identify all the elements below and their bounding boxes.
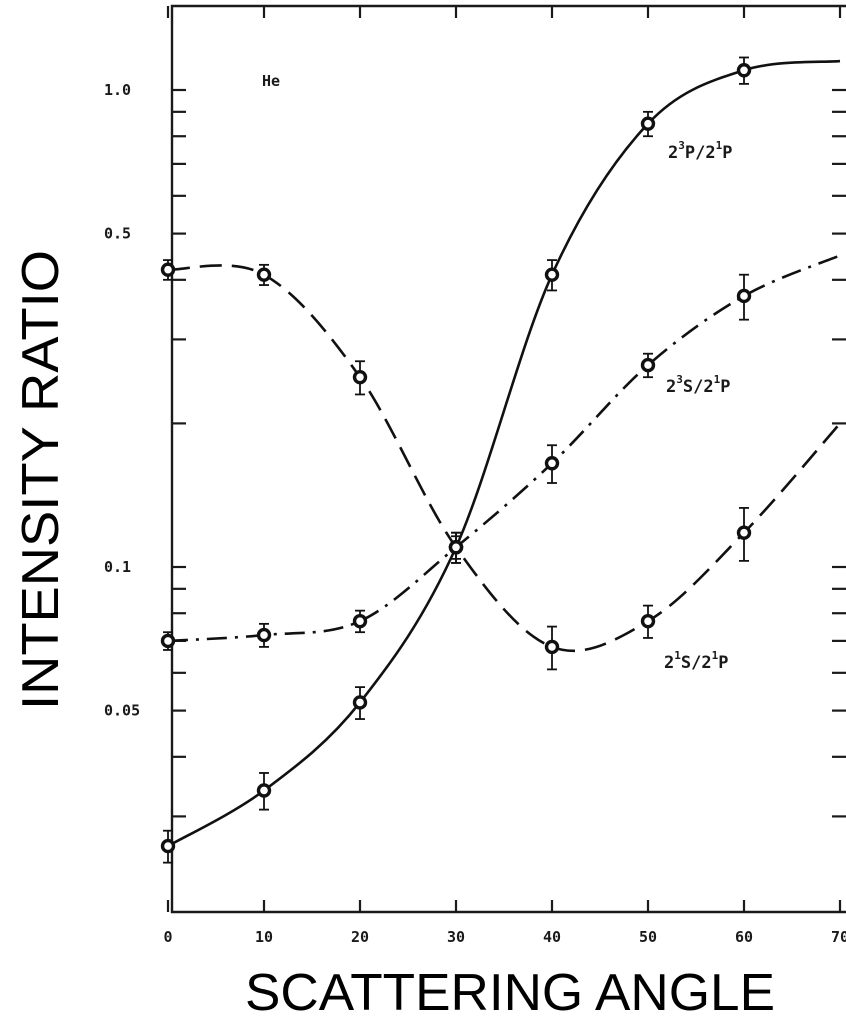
x-axis-title: SCATTERING ANGLE bbox=[245, 964, 775, 1020]
data-point bbox=[640, 116, 656, 131]
data-point bbox=[448, 540, 464, 555]
y-tick-label: 0.5 bbox=[104, 225, 131, 243]
x-tick-label: 40 bbox=[543, 928, 561, 946]
y-tick-labels: 0.05 0.1 0.5 1.0 bbox=[104, 81, 140, 720]
data-point bbox=[256, 627, 272, 643]
data-point bbox=[352, 369, 368, 385]
series-1-line bbox=[167, 59, 841, 848]
series-2 bbox=[160, 254, 841, 651]
series-3 bbox=[160, 259, 841, 671]
data-point bbox=[256, 267, 272, 282]
plot-frame bbox=[170, 4, 846, 914]
x-tick-label: 10 bbox=[255, 928, 273, 946]
series-2-line bbox=[167, 254, 841, 643]
data-point bbox=[640, 357, 656, 373]
data-point bbox=[736, 288, 752, 304]
data-point bbox=[544, 456, 560, 471]
x-tick-label: 20 bbox=[351, 928, 369, 946]
data-point bbox=[160, 262, 176, 277]
data-point bbox=[544, 267, 560, 282]
y-tick-label: 1.0 bbox=[104, 81, 131, 99]
data-point bbox=[352, 613, 368, 629]
x-tick-label: 60 bbox=[735, 928, 753, 946]
annotation-he: He bbox=[262, 72, 280, 90]
y-axis-title: INTENSITY RATIO bbox=[12, 250, 70, 710]
y-tick-label: 0.1 bbox=[104, 558, 131, 576]
axis-ticks bbox=[166, 6, 846, 912]
x-tick-labels: 0 10 20 30 40 50 60 70 bbox=[163, 928, 846, 946]
series-1 bbox=[160, 56, 841, 864]
data-point bbox=[160, 838, 176, 854]
data-point bbox=[736, 525, 752, 540]
series-label-2-3s: 23S/21P bbox=[666, 373, 730, 397]
y-tick-label: 0.05 bbox=[104, 702, 140, 720]
data-point bbox=[256, 783, 272, 798]
data-point bbox=[736, 63, 752, 78]
data-point bbox=[544, 639, 560, 655]
x-tick-label: 0 bbox=[163, 928, 172, 946]
data-point bbox=[160, 633, 176, 649]
data-point bbox=[352, 695, 368, 710]
series-label-2-3p: 23P/21P bbox=[668, 139, 732, 163]
data-point bbox=[640, 613, 656, 629]
x-tick-label: 50 bbox=[639, 928, 657, 946]
x-tick-label: 30 bbox=[447, 928, 465, 946]
series-layer bbox=[160, 56, 841, 864]
series-3-line bbox=[167, 264, 841, 652]
series-label-2-1s: 21S/21P bbox=[664, 649, 728, 673]
x-tick-label: 70 bbox=[831, 928, 846, 946]
